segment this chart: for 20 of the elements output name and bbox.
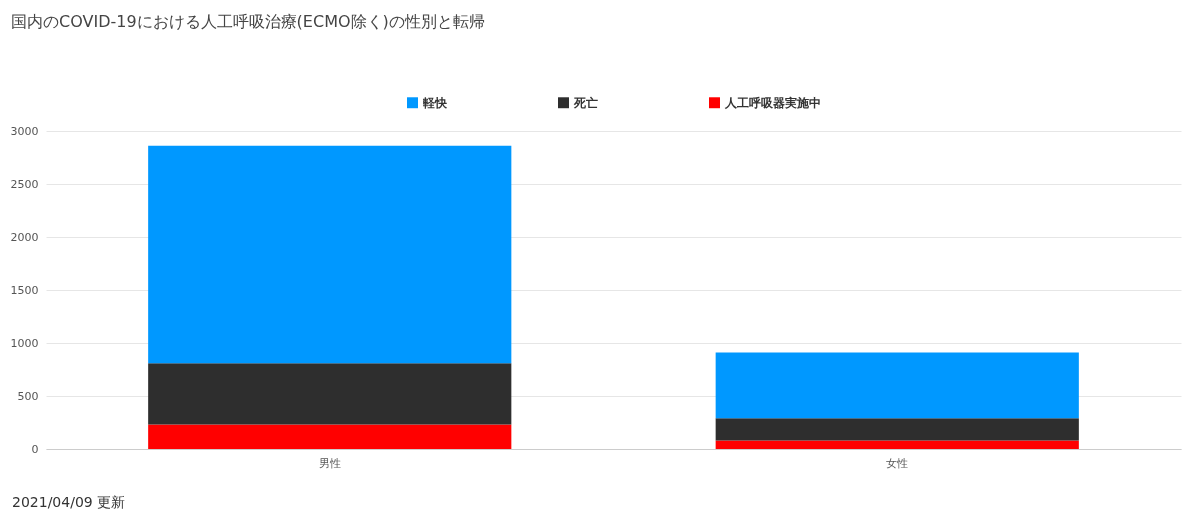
bar [715, 418, 1079, 441]
y-tick-label: 500 [17, 389, 39, 403]
legend-label: 死亡 [573, 95, 598, 110]
text: 2021/04/09 更新 [12, 494, 126, 512]
y-tick-label: 1500 [10, 283, 39, 297]
bar [715, 440, 1079, 449]
x-tick-label: 女性 [886, 456, 909, 470]
bar [148, 363, 512, 425]
y-tick-label: 0 [31, 442, 39, 456]
y-tick-label: 2500 [10, 177, 39, 191]
y-tick-label: 3000 [10, 124, 39, 138]
legend-label: 軽快 [422, 95, 448, 110]
chart-title: 国内のCOVID-19における人工呼吸治療(ECMO除く)の性別と転帰 [11, 12, 485, 31]
y-tick-label: 1000 [10, 336, 39, 350]
y-tick-label: 2000 [10, 230, 39, 244]
legend-label: 人工呼吸器実施中 [724, 95, 821, 110]
x-tick-label: 男性 [318, 456, 341, 470]
bar [148, 424, 512, 449]
bar [148, 145, 512, 364]
bar [715, 352, 1079, 419]
